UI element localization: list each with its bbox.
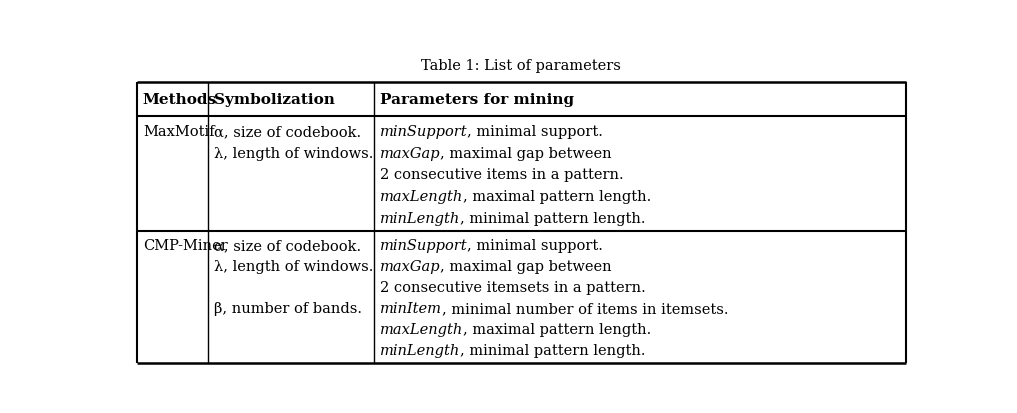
- Text: Symbolization: Symbolization: [215, 93, 336, 107]
- Text: minLength: minLength: [379, 211, 460, 225]
- Text: 2 consecutive itemsets in a pattern.: 2 consecutive itemsets in a pattern.: [379, 281, 646, 294]
- Text: , maximal pattern length.: , maximal pattern length.: [463, 190, 651, 204]
- Text: minSupport: minSupport: [379, 125, 468, 139]
- Text: α, size of codebook.: α, size of codebook.: [215, 125, 362, 139]
- Text: , minimal number of items in itemsets.: , minimal number of items in itemsets.: [441, 301, 728, 316]
- Text: maxGap: maxGap: [379, 260, 440, 274]
- Text: , maximal gap between: , maximal gap between: [440, 146, 612, 160]
- Text: minLength: minLength: [379, 343, 460, 357]
- Text: , minimal support.: , minimal support.: [468, 125, 603, 139]
- Text: MaxMotif: MaxMotif: [142, 125, 215, 139]
- Text: maxLength: maxLength: [379, 323, 463, 336]
- Text: minSupport: minSupport: [379, 239, 468, 253]
- Text: α, size of codebook.: α, size of codebook.: [215, 239, 362, 253]
- Text: , minimal support.: , minimal support.: [468, 239, 603, 253]
- Text: Parameters for mining: Parameters for mining: [379, 93, 574, 107]
- Text: CMP-Miner: CMP-Miner: [142, 239, 228, 253]
- Text: minItem: minItem: [379, 301, 441, 316]
- Text: , minimal pattern length.: , minimal pattern length.: [460, 211, 646, 225]
- Text: 2 consecutive items in a pattern.: 2 consecutive items in a pattern.: [379, 168, 623, 182]
- Text: λ, length of windows.: λ, length of windows.: [215, 146, 374, 160]
- Text: , maximal pattern length.: , maximal pattern length.: [463, 323, 651, 336]
- Text: Table 1: List of parameters: Table 1: List of parameters: [421, 59, 621, 72]
- Text: Methods: Methods: [142, 93, 217, 107]
- Text: maxLength: maxLength: [379, 190, 463, 204]
- Text: λ, length of windows.: λ, length of windows.: [215, 260, 374, 274]
- Text: , minimal pattern length.: , minimal pattern length.: [460, 343, 646, 357]
- Text: maxGap: maxGap: [379, 146, 440, 160]
- Text: , maximal gap between: , maximal gap between: [440, 260, 612, 274]
- Text: β, number of bands.: β, number of bands.: [215, 301, 362, 316]
